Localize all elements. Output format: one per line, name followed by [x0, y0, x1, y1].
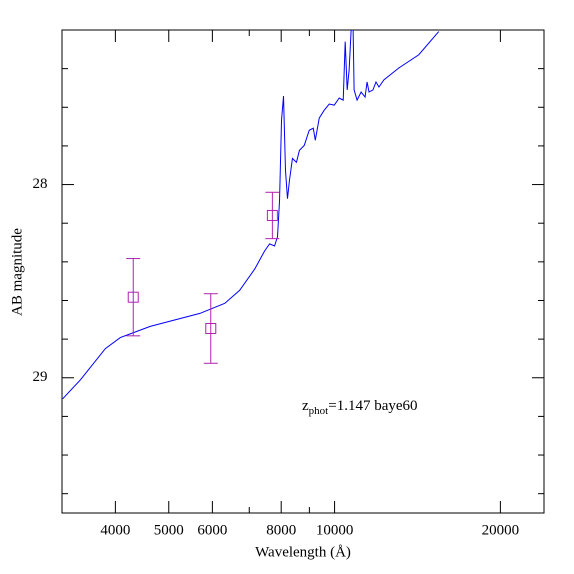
plot-area [62, 30, 440, 400]
x-axis-label: Wavelength (Å) [255, 544, 351, 560]
data-point [266, 209, 278, 221]
x-tick-label: 8000 [266, 522, 296, 538]
x-tick-label: 20000 [482, 522, 520, 538]
annotation-sub: phot [309, 405, 329, 417]
x-tick-label: 5000 [154, 522, 184, 538]
data-point [205, 322, 217, 334]
annotation: zphot=1.147 baye60 [302, 398, 418, 416]
x-tick-label: 10000 [316, 522, 354, 538]
data-point [127, 291, 139, 303]
y-axis-label: AB magnitude [9, 228, 25, 316]
plot-frame [61, 29, 545, 514]
annotation-rest: =1.147 baye60 [328, 398, 417, 414]
y-tick-label: 29 [33, 369, 48, 385]
x-tick-label: 4000 [100, 522, 130, 538]
y-tick-label: 28 [33, 176, 48, 192]
annotation-main: z [302, 398, 309, 414]
x-tick-label: 6000 [197, 522, 227, 538]
model-line [62, 30, 440, 400]
